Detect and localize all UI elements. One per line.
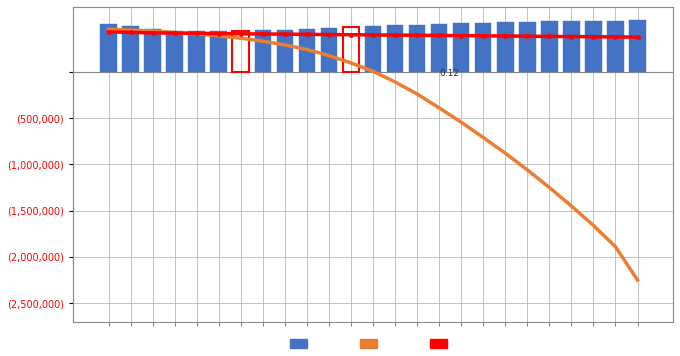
Text: 0.12: 0.12 — [439, 69, 459, 78]
Bar — [607, 21, 624, 72]
Bar — [321, 28, 337, 72]
Bar — [364, 26, 381, 72]
Bar — [343, 27, 359, 72]
Bar — [299, 29, 315, 72]
Bar — [277, 30, 293, 72]
Bar — [233, 31, 249, 72]
Bar — [585, 21, 602, 72]
Bar — [519, 22, 536, 72]
Bar — [144, 29, 161, 72]
Bar — [475, 23, 492, 72]
Bar — [254, 30, 271, 72]
Legend: , , : , , — [286, 335, 460, 354]
Bar — [431, 23, 447, 72]
Bar — [210, 31, 227, 72]
Bar — [387, 26, 403, 72]
Bar — [541, 21, 558, 72]
Bar — [167, 31, 183, 72]
Bar — [122, 26, 139, 72]
Bar — [100, 23, 117, 72]
Bar — [629, 20, 646, 72]
Bar — [97, 7, 649, 72]
Bar — [409, 25, 426, 72]
Bar — [497, 22, 513, 72]
Bar — [563, 21, 579, 72]
Bar — [453, 23, 469, 72]
Bar — [188, 31, 205, 72]
